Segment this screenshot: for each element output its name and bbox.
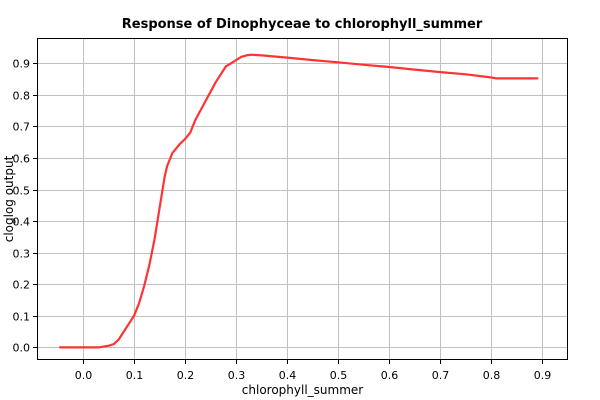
- y-tick-label: 0.0: [13, 342, 31, 355]
- series-layer: [58, 53, 539, 349]
- y-tick-label: 0.5: [13, 185, 31, 198]
- plot-area: [37, 38, 568, 360]
- y-tick-label: 0.4: [13, 216, 31, 229]
- x-tick-label: 0.4: [279, 369, 297, 382]
- y-tick-label: 0.8: [13, 90, 31, 103]
- x-tick-label: 0.8: [483, 369, 501, 382]
- x-axis-title: chlorophyll_summer: [242, 383, 364, 397]
- x-tick-label: 0.5: [330, 369, 348, 382]
- y-tick-label: 0.7: [13, 121, 31, 134]
- plot-frame: [37, 38, 568, 360]
- x-tick-label: 0.7: [432, 369, 450, 382]
- x-tick-label: 0.1: [126, 369, 144, 382]
- x-tick-label: 0.9: [534, 369, 552, 382]
- grid-layer: [37, 38, 568, 360]
- y-tick-label: 0.2: [13, 279, 31, 292]
- x-tick-label: 0.3: [228, 369, 246, 382]
- chart-title: Response of Dinophyceae to chlorophyll_s…: [122, 17, 483, 32]
- y-axis-title: cloglog output: [2, 155, 16, 242]
- y-tick-label: 0.6: [13, 153, 31, 166]
- tick-layer: 0.0 0.1 0.2 0.3 0.4 0.5 0.6 0.7 0.8 0.9 0.0 0.1 0.2 0…: [13, 58, 552, 383]
- x-tick-label: 0.0: [75, 369, 93, 382]
- x-tick-label: 0.6: [381, 369, 399, 382]
- y-tick-label: 0.9: [13, 58, 31, 71]
- y-tick-label: 0.3: [13, 248, 31, 261]
- y-tick-label: 0.1: [13, 311, 31, 324]
- series-line-0: [58, 53, 539, 349]
- x-tick-label: 0.2: [177, 369, 195, 382]
